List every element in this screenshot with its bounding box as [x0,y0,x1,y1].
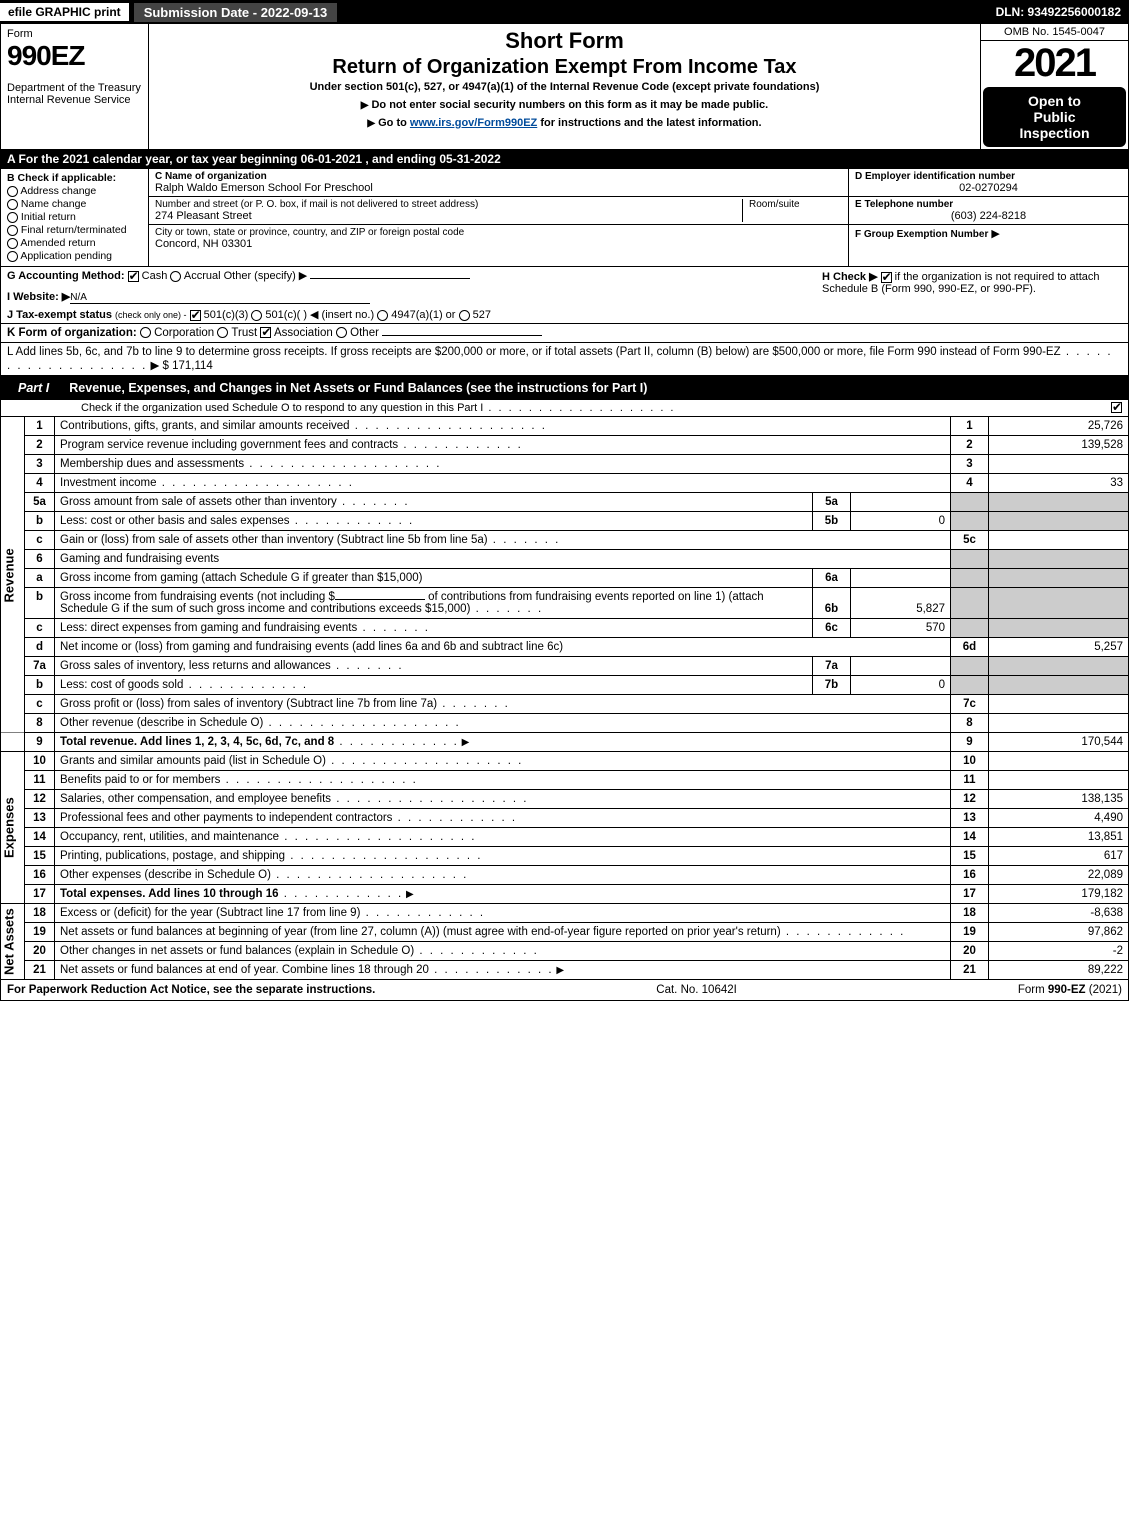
tax-year: 2021 [981,41,1128,85]
form-header: Form 990EZ Department of the Treasury In… [0,24,1129,150]
line-19-value: 97,862 [989,923,1129,942]
line-12-value: 138,135 [989,790,1129,809]
warning-ssn: Do not enter social security numbers on … [157,99,972,111]
line-11-value [989,771,1129,790]
subtitle-section: Under section 501(c), 527, or 4947(a)(1)… [157,81,972,93]
chk-4947[interactable] [377,310,388,321]
paperwork-notice: For Paperwork Reduction Act Notice, see … [7,984,375,996]
title-return: Return of Organization Exempt From Incom… [157,56,972,79]
chk-cash[interactable] [128,271,139,282]
chk-accrual[interactable] [170,271,181,282]
dept-label: Department of the Treasury Internal Reve… [7,82,142,106]
expenses-side-label: Expenses [1,752,25,904]
line-16-value: 22,089 [989,866,1129,885]
line-6b-value: 5,827 [851,588,951,619]
line-7c-value [989,695,1129,714]
submission-date: Submission Date - 2022-09-13 [133,2,339,23]
line-1-value: 25,726 [989,417,1129,436]
box-c-name-label: C Name of organization [155,171,842,182]
chk-501c[interactable] [251,310,262,321]
line-6c-value: 570 [851,619,951,638]
ein-value: 02-0270294 [855,182,1122,194]
top-bar: efile GRAPHIC print Submission Date - 20… [0,0,1129,24]
net-assets-side-label: Net Assets [1,904,25,980]
row-g-label: G Accounting Method: [7,270,125,282]
row-k: K Form of organization: Corporation Trus… [0,324,1129,343]
line-5c-value [989,531,1129,550]
line-18-value: -8,638 [989,904,1129,923]
chk-address-change[interactable] [7,186,18,197]
goto-line: Go to www.irs.gov/Form990EZ for instruct… [157,117,972,129]
chk-amended-return[interactable] [7,238,18,249]
gross-receipts-total: $ 171,114 [163,360,213,372]
chk-h[interactable] [881,272,892,283]
line-5b-value: 0 [851,512,951,531]
org-name: Ralph Waldo Emerson School For Preschool [155,182,842,194]
line-5a-value [851,493,951,512]
line-17-value: 179,182 [989,885,1129,904]
row-i-label: I Website: ▶ [7,291,70,303]
chk-corp[interactable] [140,327,151,338]
chk-527[interactable] [459,310,470,321]
website-value: N/A [70,292,370,304]
open-to-public: Open to Public Inspection [983,87,1126,147]
line-20-value: -2 [989,942,1129,961]
line-3-value [989,455,1129,474]
dln: DLN: 93492256000182 [996,5,1129,19]
irs-link[interactable]: www.irs.gov/Form990EZ [410,117,537,129]
room-suite-label: Room/suite [742,199,842,222]
phone-value: (603) 224-8218 [855,210,1122,222]
line-10-value [989,752,1129,771]
row-a-calendar-year: A For the 2021 calendar year, or tax yea… [0,150,1129,169]
box-c: C Name of organization Ralph Waldo Emers… [149,169,848,266]
chk-initial-return[interactable] [7,212,18,223]
chk-assoc[interactable] [260,327,271,338]
part-1-header: Part I Revenue, Expenses, and Changes in… [0,376,1129,400]
line-4-value: 33 [989,474,1129,493]
addr-label: Number and street (or P. O. box, if mail… [155,199,742,210]
page-footer: For Paperwork Reduction Act Notice, see … [0,980,1129,1001]
chk-name-change[interactable] [7,199,18,210]
chk-501c3[interactable] [190,310,201,321]
line-6d-value: 5,257 [989,638,1129,657]
form-label: Form [7,28,142,40]
org-address: 274 Pleasant Street [155,210,742,222]
revenue-side-label: Revenue [1,417,25,733]
org-city: Concord, NH 03301 [155,238,842,250]
row-g-h: G Accounting Method: Cash Accrual Other … [0,267,1129,324]
form-number: 990EZ [7,40,142,72]
cat-no: Cat. No. 10642I [656,984,737,996]
box-f: F Group Exemption Number ▶ [849,225,1128,242]
line-21-value: 89,222 [989,961,1129,980]
line-9-value: 170,544 [989,733,1129,752]
box-b: B Check if applicable: Address change Na… [1,169,149,266]
chk-application-pending[interactable] [7,251,18,262]
line-2-value: 139,528 [989,436,1129,455]
line-7a-value [851,657,951,676]
box-grid-bcdef: B Check if applicable: Address change Na… [0,169,1129,267]
part-1-sub: Check if the organization used Schedule … [0,400,1129,417]
city-label: City or town, state or province, country… [155,227,842,238]
line-13-value: 4,490 [989,809,1129,828]
box-b-title: B Check if applicable: [7,172,142,184]
title-short-form: Short Form [157,28,972,54]
lines-table: Revenue 1 Contributions, gifts, grants, … [0,417,1129,980]
form-ref: Form 990-EZ (2021) [1018,984,1122,996]
box-e: E Telephone number (603) 224-8218 [849,197,1128,225]
line-6a-value [851,569,951,588]
chk-final-return[interactable] [7,225,18,236]
line-7b-value: 0 [851,676,951,695]
line-8-value [989,714,1129,733]
chk-trust[interactable] [217,327,228,338]
row-h: H Check ▶ if the organization is not req… [822,270,1122,295]
row-l: L Add lines 5b, 6c, and 7b to line 9 to … [0,343,1129,376]
line-15-value: 617 [989,847,1129,866]
row-j-label: J Tax-exempt status [7,309,112,321]
efile-print-label[interactable]: efile GRAPHIC print [0,3,129,21]
omb-number: OMB No. 1545-0047 [981,24,1128,41]
box-d: D Employer identification number 02-0270… [849,169,1128,197]
line-14-value: 13,851 [989,828,1129,847]
chk-other-org[interactable] [336,327,347,338]
chk-schedule-o-part1[interactable] [1111,402,1122,413]
